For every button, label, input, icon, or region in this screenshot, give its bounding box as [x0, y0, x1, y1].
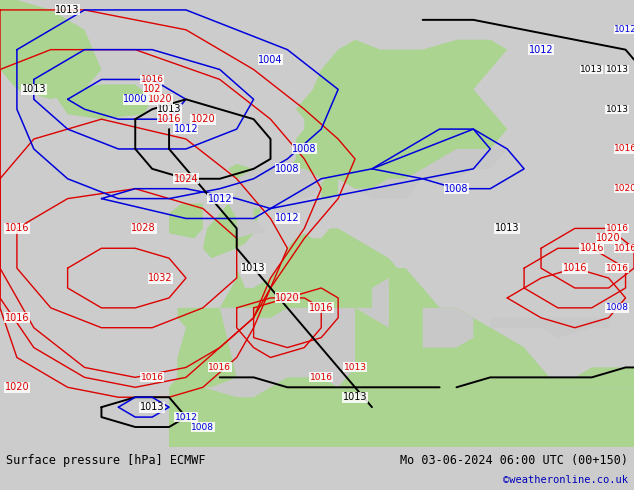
- Text: 1016: 1016: [605, 264, 628, 272]
- Text: 1008: 1008: [275, 164, 300, 174]
- Text: 1020: 1020: [614, 184, 634, 193]
- Text: 1028: 1028: [131, 223, 156, 233]
- Text: 1013: 1013: [580, 65, 603, 74]
- Polygon shape: [490, 318, 609, 338]
- Text: 1013: 1013: [605, 105, 628, 114]
- Text: 1016: 1016: [141, 75, 164, 84]
- Polygon shape: [203, 308, 355, 397]
- Text: 1013: 1013: [140, 402, 164, 412]
- Text: 102: 102: [143, 84, 162, 95]
- Polygon shape: [203, 164, 266, 258]
- Text: 1024: 1024: [174, 174, 198, 184]
- Text: 1013: 1013: [495, 223, 519, 233]
- Polygon shape: [169, 203, 203, 238]
- Text: 1016: 1016: [157, 114, 181, 124]
- Text: 1032: 1032: [148, 273, 173, 283]
- Text: 1012: 1012: [207, 194, 232, 204]
- Polygon shape: [169, 368, 634, 447]
- Polygon shape: [178, 308, 279, 387]
- Text: 1016: 1016: [562, 263, 587, 273]
- Text: 1013: 1013: [55, 5, 80, 15]
- Polygon shape: [355, 278, 389, 328]
- Text: 1016: 1016: [579, 243, 604, 253]
- Polygon shape: [321, 174, 338, 198]
- Text: 1012: 1012: [174, 124, 198, 134]
- Text: 1013: 1013: [344, 363, 366, 372]
- Text: ©weatheronline.co.uk: ©weatheronline.co.uk: [503, 475, 628, 485]
- Text: 1004: 1004: [258, 54, 283, 65]
- Polygon shape: [423, 149, 507, 179]
- Polygon shape: [228, 169, 321, 238]
- Text: 1016: 1016: [614, 244, 634, 253]
- Polygon shape: [169, 228, 634, 447]
- Polygon shape: [220, 238, 313, 318]
- Text: 1013: 1013: [242, 263, 266, 273]
- Polygon shape: [313, 298, 389, 377]
- Polygon shape: [474, 328, 634, 387]
- Text: Mo 03-06-2024 06:00 UTC (00+150): Mo 03-06-2024 06:00 UTC (00+150): [400, 454, 628, 467]
- Text: 1020: 1020: [597, 233, 621, 244]
- Text: 1012: 1012: [275, 214, 300, 223]
- Polygon shape: [51, 84, 152, 119]
- Text: 1012: 1012: [529, 45, 553, 55]
- Text: 1012: 1012: [614, 25, 634, 34]
- Text: 1016: 1016: [209, 363, 231, 372]
- Polygon shape: [372, 278, 474, 377]
- Text: 1012: 1012: [174, 413, 197, 421]
- Text: 1000: 1000: [123, 94, 148, 104]
- Text: Surface pressure [hPa] ECMWF: Surface pressure [hPa] ECMWF: [6, 454, 205, 467]
- Text: 1016: 1016: [4, 313, 29, 323]
- Text: 1016: 1016: [310, 373, 333, 382]
- Text: 1020: 1020: [148, 94, 173, 104]
- Polygon shape: [338, 169, 474, 198]
- Text: 1013: 1013: [605, 65, 628, 74]
- Text: 1020: 1020: [4, 382, 29, 392]
- Text: 1013: 1013: [157, 104, 181, 114]
- Text: 1008: 1008: [191, 422, 214, 432]
- Text: 1020: 1020: [275, 293, 300, 303]
- Polygon shape: [0, 0, 101, 99]
- Text: 1016: 1016: [605, 224, 628, 233]
- Polygon shape: [423, 308, 474, 347]
- Text: 1016: 1016: [614, 145, 634, 153]
- Polygon shape: [287, 40, 507, 189]
- Text: 1013: 1013: [22, 84, 46, 95]
- Text: 1016: 1016: [309, 303, 333, 313]
- Text: 1016: 1016: [141, 373, 164, 382]
- Text: 1008: 1008: [444, 184, 469, 194]
- Text: 1016: 1016: [4, 223, 29, 233]
- Text: 1013: 1013: [343, 392, 367, 402]
- Text: 1020: 1020: [191, 114, 215, 124]
- Text: 1008: 1008: [605, 303, 628, 312]
- Text: 1008: 1008: [292, 144, 316, 154]
